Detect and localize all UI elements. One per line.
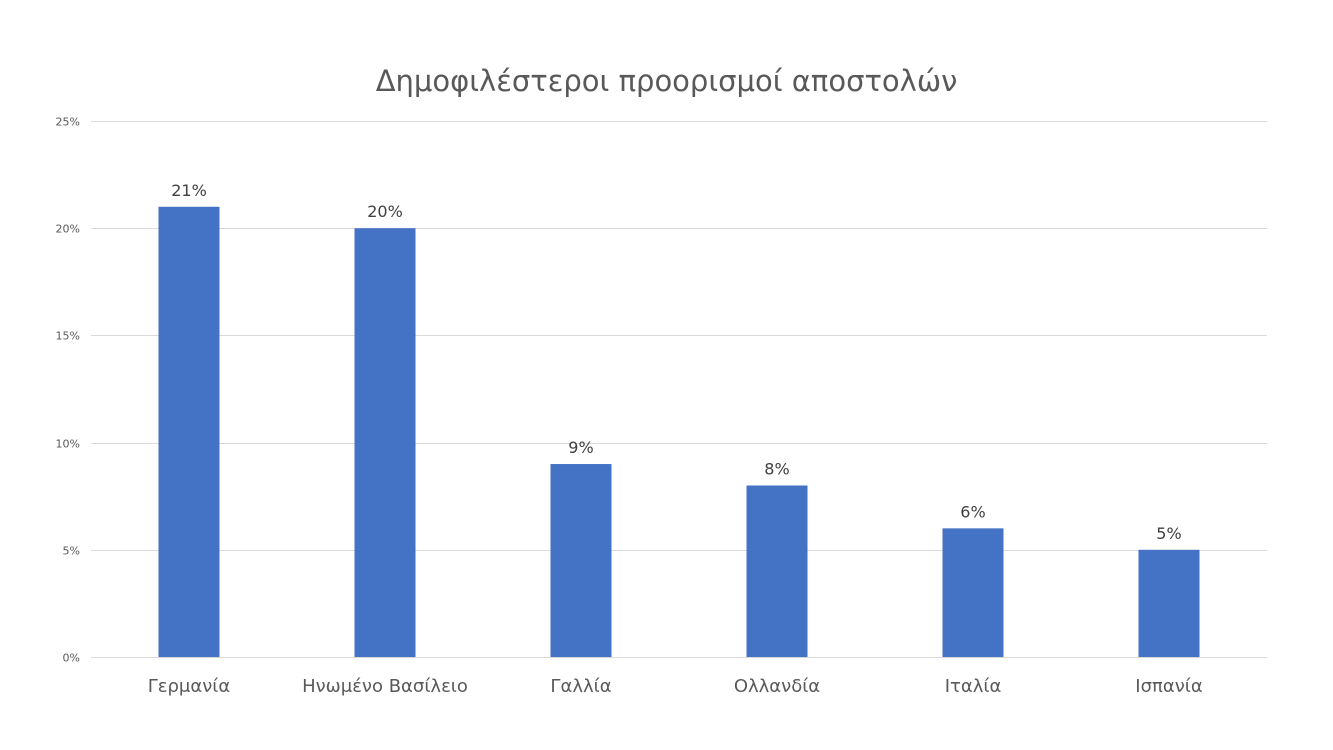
y-tick-label: 0% [63, 652, 80, 665]
bar [1138, 549, 1200, 657]
x-tick-label: Ηνωμένο Βασίλειο [302, 676, 468, 697]
x-axis-ticks: Γερμανία Ηνωμένο Βασίλειο Γαλλία Ολλανδία Ιτ… [148, 676, 1203, 697]
y-tick-label: 15% [56, 330, 80, 343]
data-label: 20% [367, 202, 403, 221]
data-label: 6% [960, 502, 985, 521]
y-tick-label: 10% [56, 438, 80, 451]
data-label: 9% [568, 438, 593, 457]
gridlines [91, 121, 1267, 658]
bar [746, 485, 808, 657]
bar [550, 464, 612, 657]
data-label: 8% [764, 459, 789, 478]
bar [158, 206, 220, 657]
y-tick-label: 5% [63, 545, 80, 558]
bar [942, 528, 1004, 657]
bar [354, 228, 416, 657]
x-tick-label: Ιταλία [945, 676, 1002, 697]
x-tick-label: Ισπανία [1135, 676, 1202, 697]
x-tick-label: Ολλανδία [734, 676, 820, 697]
x-tick-label: Γαλλία [550, 676, 611, 697]
x-tick-label: Γερμανία [148, 676, 231, 697]
bars [158, 206, 1200, 657]
data-labels: 21% 20% 9% 8% 6% 5% [171, 181, 1181, 543]
y-axis-ticks: 0% 5% 10% 15% 20% 25% [56, 116, 80, 665]
chart-title: Δημοφιλέστεροι προορισμοί αποστολών [375, 64, 958, 98]
data-label: 5% [1156, 524, 1181, 543]
y-tick-label: 20% [56, 223, 80, 236]
y-tick-label: 25% [56, 116, 80, 129]
data-label: 21% [171, 181, 207, 200]
